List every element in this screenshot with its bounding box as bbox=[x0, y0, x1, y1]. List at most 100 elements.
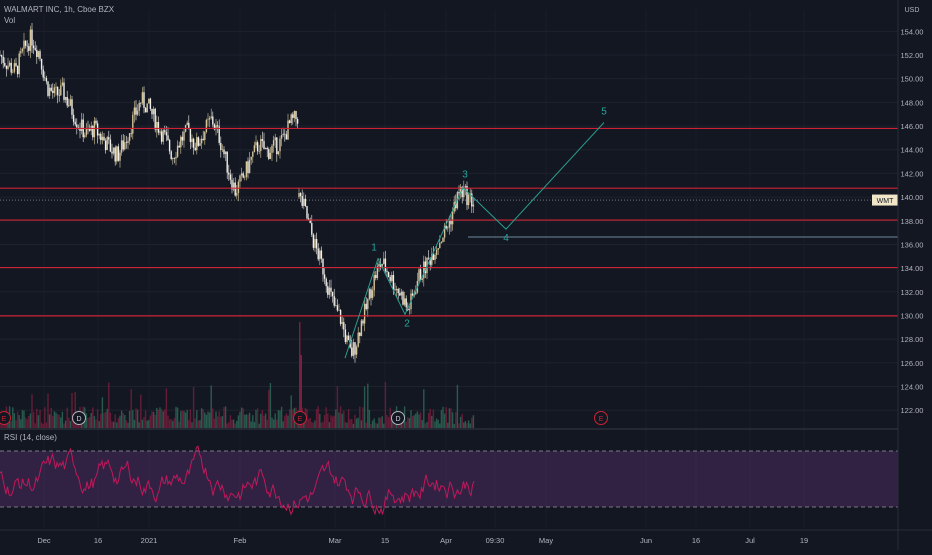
candle-body bbox=[384, 258, 387, 272]
symbol-title[interactable]: WALMART INC, 1h, Cboe BZX bbox=[4, 5, 115, 14]
candle-body bbox=[363, 303, 366, 324]
volume-bar bbox=[16, 411, 19, 428]
candle-body bbox=[400, 291, 403, 296]
price-tick-label: 128.00 bbox=[901, 335, 924, 344]
volume-bar bbox=[427, 413, 430, 428]
volume-bar bbox=[355, 418, 358, 428]
volume-bar bbox=[319, 413, 321, 428]
candle-body bbox=[44, 77, 46, 79]
volume-bar bbox=[149, 415, 152, 428]
volume-bar bbox=[148, 419, 150, 428]
volume-bar bbox=[156, 407, 158, 428]
candle-body bbox=[159, 131, 161, 133]
candle-body bbox=[77, 127, 80, 128]
volume-bar bbox=[408, 418, 411, 428]
candle-body bbox=[32, 45, 35, 49]
candle-body bbox=[261, 139, 264, 141]
volume-bar bbox=[368, 409, 371, 428]
volume-bar bbox=[170, 419, 172, 428]
time-tick-label: Jun bbox=[640, 536, 652, 545]
candle-body bbox=[395, 289, 398, 291]
volume-bar bbox=[50, 407, 52, 428]
volume-bar bbox=[277, 410, 280, 428]
time-tick-label: 16 bbox=[94, 536, 102, 545]
volume-bar bbox=[439, 423, 441, 428]
candle-body bbox=[213, 124, 216, 130]
candle-body bbox=[391, 274, 393, 281]
elliott-waves[interactable]: 1 2 3 4 5 bbox=[344, 106, 607, 359]
price-tick-label: 152.00 bbox=[901, 51, 924, 60]
candle-body bbox=[157, 122, 160, 133]
time-axis[interactable]: Dec 16 2021 Feb Mar 15 Apr 09:30 May Jun 16 Jul 19 bbox=[0, 529, 932, 545]
candle-body bbox=[108, 137, 110, 140]
volume-bar bbox=[135, 408, 137, 428]
candle-body bbox=[336, 305, 339, 311]
volume-bar bbox=[282, 421, 284, 428]
volume-bar bbox=[274, 413, 276, 428]
rsi-band bbox=[0, 451, 898, 507]
candle-body bbox=[445, 225, 447, 229]
candle-body bbox=[151, 108, 153, 115]
price-tick-label: 146.00 bbox=[901, 122, 924, 131]
volume-bar bbox=[371, 420, 374, 428]
volume-bar bbox=[240, 407, 243, 428]
volume-bar bbox=[387, 417, 390, 428]
volume-bar bbox=[114, 414, 116, 428]
volume-bar bbox=[315, 409, 318, 428]
candle-body bbox=[165, 132, 168, 136]
wave-label: 2 bbox=[404, 318, 410, 329]
time-tick-label: 15 bbox=[381, 536, 389, 545]
candle-body bbox=[247, 161, 249, 173]
price-tick-label: 124.00 bbox=[901, 383, 924, 392]
volume-bar bbox=[373, 418, 375, 428]
candle-body bbox=[320, 250, 323, 259]
volume-bar bbox=[216, 416, 219, 428]
candle-body bbox=[98, 133, 100, 136]
price-axis[interactable]: USD 154.00 152.00 150.00 148.00 146.00 144.00 1… bbox=[897, 0, 932, 550]
volume-bar bbox=[44, 407, 46, 428]
candle-body bbox=[328, 287, 331, 295]
candle-body bbox=[196, 137, 198, 151]
volume-bar bbox=[52, 415, 54, 428]
wave-path bbox=[344, 122, 605, 359]
candle-body bbox=[172, 158, 174, 159]
candle-body bbox=[451, 211, 454, 225]
volume-bar bbox=[186, 409, 188, 428]
candle-body bbox=[461, 186, 463, 198]
volume-bar bbox=[389, 407, 391, 428]
volume-spike bbox=[300, 355, 302, 428]
candle-body bbox=[459, 186, 462, 194]
candle-body bbox=[55, 86, 57, 88]
volume-bar bbox=[167, 415, 169, 428]
volume-bar bbox=[63, 423, 65, 428]
candle-body bbox=[204, 131, 206, 140]
volume-bar bbox=[26, 419, 28, 428]
volume-bar bbox=[168, 419, 171, 428]
volume-bar bbox=[306, 409, 308, 428]
candle-body bbox=[148, 98, 150, 104]
candle-body bbox=[141, 92, 144, 104]
candle-body bbox=[282, 133, 284, 136]
candle-body bbox=[116, 146, 118, 162]
candle-body bbox=[109, 139, 112, 152]
candle-body bbox=[212, 116, 214, 125]
volume-bar bbox=[45, 422, 48, 428]
rsi-pane[interactable]: RSI (14, close)80.0060.0040.0020.00 bbox=[0, 428, 932, 526]
candle-body bbox=[223, 149, 225, 155]
volume-bar bbox=[101, 397, 104, 428]
volume-bar bbox=[363, 386, 366, 428]
candle-body bbox=[146, 103, 148, 113]
candle-body bbox=[76, 124, 78, 128]
volume-bar bbox=[154, 414, 156, 428]
candle-body bbox=[399, 293, 401, 296]
candle-body bbox=[389, 277, 391, 281]
volume-bar bbox=[53, 411, 56, 428]
volume-bar bbox=[60, 417, 62, 428]
volume-bar bbox=[202, 409, 204, 428]
volume-bar bbox=[323, 415, 326, 428]
volume-bar bbox=[269, 383, 272, 428]
candle-body bbox=[472, 204, 475, 207]
volume-bar bbox=[333, 415, 335, 428]
time-tick-label: May bbox=[539, 536, 553, 545]
